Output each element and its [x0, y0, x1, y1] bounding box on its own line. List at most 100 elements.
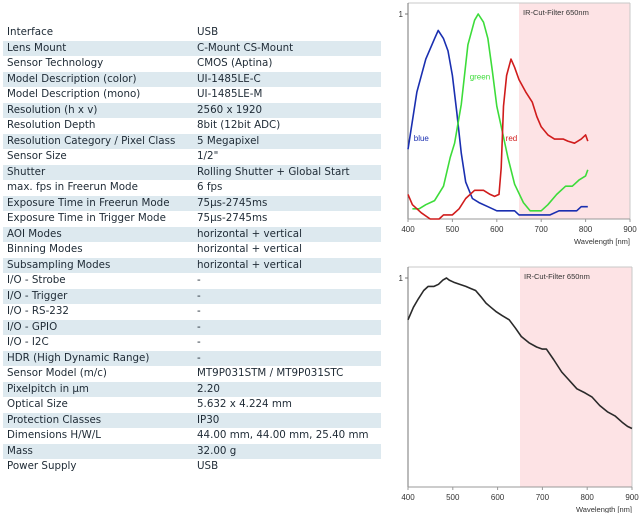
spec-key: Exposure Time in Freerun Mode: [3, 195, 193, 211]
spec-row: max. fps in Freerun Mode 6 fps: [3, 180, 381, 196]
spec-row: Model Description (mono) UI-1485LE-M: [3, 87, 381, 103]
spec-row: Exposure Time in Freerun Mode 75µs-2745ms: [3, 195, 381, 211]
spec-key: Interface: [3, 25, 193, 41]
series-label-red: red: [506, 134, 518, 143]
spec-key: Shutter: [3, 164, 193, 180]
spec-key: Pixelpitch in µm: [3, 381, 193, 397]
spec-row: Protection Classes IP30: [3, 412, 381, 428]
x-tick-label: 700: [536, 493, 550, 502]
spec-row: Binning Modes horizontal + vertical: [3, 242, 381, 258]
spec-key: Model Description (color): [3, 71, 193, 87]
spec-row: AOI Modes horizontal + vertical: [3, 226, 381, 242]
spec-row: Lens Mount C-Mount CS-Mount: [3, 40, 381, 56]
spec-row: Pixelpitch in µm 2.20: [3, 381, 381, 397]
spec-key: Mass: [3, 443, 193, 459]
spec-value: USB: [193, 25, 381, 41]
y-tick-label: 1: [399, 10, 404, 19]
specifications-table: Interface USB Lens Mount C-Mount CS-Mount Se…: [3, 25, 381, 475]
spec-key: Binning Modes: [3, 242, 193, 258]
spec-key: Exposure Time in Trigger Mode: [3, 211, 193, 227]
spec-row: Power Supply USB: [3, 459, 381, 475]
spec-value: horizontal + vertical: [193, 242, 381, 258]
spec-row: Resolution Depth 8bit (12bit ADC): [3, 118, 381, 134]
x-tick-label: 500: [446, 225, 460, 234]
spec-value: horizontal + vertical: [193, 226, 381, 242]
spectral-response-color-chart: 1 400 500 600 700 800 900 Wavelength [nm] IR-Cut…: [399, 2, 637, 246]
spec-value: -: [193, 335, 381, 351]
spec-key: Model Description (mono): [3, 87, 193, 103]
x-tick-label: 400: [401, 225, 415, 234]
x-tick-label: 800: [579, 225, 593, 234]
spec-row: Model Description (color) UI-1485LE-C: [3, 71, 381, 87]
spec-key: Subsampling Modes: [3, 257, 193, 273]
x-tick-label: 600: [491, 493, 505, 502]
spec-key: max. fps in Freerun Mode: [3, 180, 193, 196]
spec-key: Sensor Size: [3, 149, 193, 165]
spec-key: Lens Mount: [3, 40, 193, 56]
ir-cut-filter-band: [519, 3, 630, 219]
spec-value: 2560 x 1920: [193, 102, 381, 118]
spec-row: I/O - Strobe -: [3, 273, 381, 289]
series-label-green: green: [470, 73, 490, 82]
spec-value: CMOS (Aptina): [193, 56, 381, 72]
x-tick-label: 900: [623, 225, 637, 234]
spec-row: I/O - GPIO -: [3, 319, 381, 335]
spec-value: -: [193, 319, 381, 335]
spec-key: I/O - I2C: [3, 335, 193, 351]
spec-row: Mass 32.00 g: [3, 443, 381, 459]
x-tick-label: 400: [401, 493, 415, 502]
spec-row: Exposure Time in Trigger Mode 75µs-2745ms: [3, 211, 381, 227]
spec-value: 6 fps: [193, 180, 381, 196]
spec-value: horizontal + vertical: [193, 257, 381, 273]
spec-key: I/O - RS-232: [3, 304, 193, 320]
spec-value: 32.00 g: [193, 443, 381, 459]
spec-key: I/O - Strobe: [3, 273, 193, 289]
spec-value: 1/2": [193, 149, 381, 165]
x-tick-label: 800: [581, 493, 595, 502]
spec-row: Resolution Category / Pixel Class 5 Megap…: [3, 133, 381, 149]
x-tick-label: 900: [625, 493, 639, 502]
x-tick-label: 700: [535, 225, 549, 234]
spec-row: Optical Size 5.632 x 4.224 mm: [3, 397, 381, 413]
spec-value: -: [193, 304, 381, 320]
spec-key: Sensor Model (m/c): [3, 366, 193, 382]
spec-row: Sensor Technology CMOS (Aptina): [3, 56, 381, 72]
series-line-green: [412, 13, 589, 212]
spec-key: Resolution Depth: [3, 118, 193, 134]
spec-row: Sensor Size 1/2": [3, 149, 381, 165]
spec-key: AOI Modes: [3, 226, 193, 242]
y-tick-label: 1: [399, 274, 404, 283]
spec-key: HDR (High Dynamic Range): [3, 350, 193, 366]
spec-row: I/O - Trigger -: [3, 288, 381, 304]
series-line-blue: [407, 29, 588, 216]
spec-row: Sensor Model (m/c) MT9P031STM / MT9P031ST…: [3, 366, 381, 382]
spec-key: Resolution (h x v): [3, 102, 193, 118]
spec-row: Subsampling Modes horizontal + vertical: [3, 257, 381, 273]
spec-key: Sensor Technology: [3, 56, 193, 72]
spec-value: 8bit (12bit ADC): [193, 118, 381, 134]
spec-key: Dimensions H/W/L: [3, 428, 193, 444]
spec-key: I/O - GPIO: [3, 319, 193, 335]
spec-value: MT9P031STM / MT9P031STC: [193, 366, 381, 382]
spectral-response-mono-chart: 1 400 500 600 700 800 900 Wavelength [nm] IR-Cut…: [399, 266, 639, 513]
spec-value: -: [193, 273, 381, 289]
spec-value: 75µs-2745ms: [193, 195, 381, 211]
x-tick-label: 600: [490, 225, 504, 234]
spec-value: C-Mount CS-Mount: [193, 40, 381, 56]
ir-cut-filter-annotation: IR-Cut-Filter 650nm: [524, 272, 590, 281]
series-line-mono: [407, 277, 633, 430]
spec-value: -: [193, 350, 381, 366]
spec-value: UI-1485LE-C: [193, 71, 381, 87]
spec-key: Power Supply: [3, 459, 193, 475]
series-line-red: [407, 58, 589, 220]
specifications-table-body: Interface USB Lens Mount C-Mount CS-Mount Se…: [3, 25, 381, 475]
spec-key: Resolution Category / Pixel Class: [3, 133, 193, 149]
spec-row: Resolution (h x v) 2560 x 1920: [3, 102, 381, 118]
spec-row: Shutter Rolling Shutter + Global Start: [3, 164, 381, 180]
spec-row: Dimensions H/W/L 44.00 mm, 44.00 mm, 25.4…: [3, 428, 381, 444]
spec-value: IP30: [193, 412, 381, 428]
spec-key: Optical Size: [3, 397, 193, 413]
spec-value: 44.00 mm, 44.00 mm, 25.40 mm: [193, 428, 381, 444]
spec-key: I/O - Trigger: [3, 288, 193, 304]
spec-row: I/O - RS-232-: [3, 304, 381, 320]
